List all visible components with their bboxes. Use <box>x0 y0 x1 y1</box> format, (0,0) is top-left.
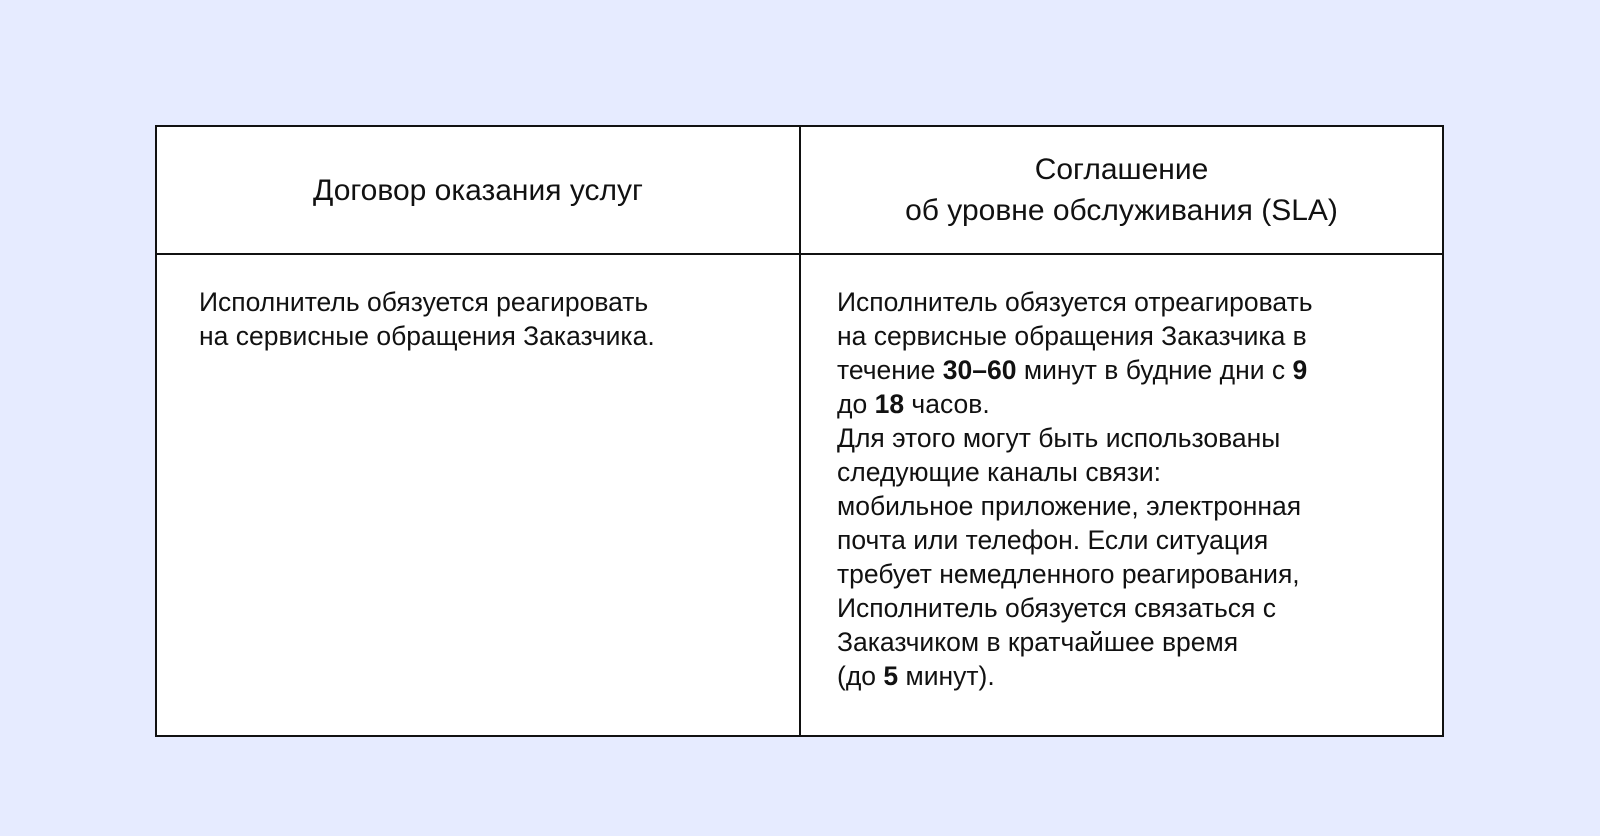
text-segment: минут в будние дни с <box>1016 355 1293 385</box>
emphasized-value: 30–60 <box>942 355 1017 385</box>
text-segment: течение <box>837 355 943 385</box>
text-segment: почта или телефон. Если ситуация <box>837 525 1269 555</box>
cell-text-line: требует немедленного реагирования, <box>837 557 1313 591</box>
cell-text-line: на сервисные обращения Заказчика. <box>199 321 655 351</box>
emphasized-value: 9 <box>1292 355 1308 385</box>
header-sla: Соглашение об уровне обслуживания (SLA) <box>801 127 1442 253</box>
text-segment: на сервисные обращения Заказчика в <box>837 321 1307 351</box>
text-segment: Для этого могут быть использованы <box>837 423 1281 453</box>
cell-text-line: Заказчиком в кратчайшее время <box>837 625 1313 659</box>
text-segment: Исполнитель обязуется отреагировать <box>837 287 1313 317</box>
text-segment: минут). <box>898 661 995 691</box>
cell-sla: Исполнитель обязуется отреагировать на се… <box>837 285 1313 693</box>
text-segment: до <box>845 661 884 691</box>
comparison-table: Договор оказания услуг Соглашение об уро… <box>155 125 1444 737</box>
cell-text-line: следующие каналы связи: <box>837 455 1313 489</box>
text-segment: Заказчиком в кратчайшее время <box>837 627 1239 657</box>
cell-text-line: течение 30–60 минут в будние дни с 9 <box>837 353 1313 387</box>
cell-text-line: почта или телефон. Если ситуация <box>837 523 1313 557</box>
cell-text-line: на сервисные обращения Заказчика в <box>837 319 1313 353</box>
header-text-line: об уровне обслуживания (SLA) <box>905 194 1338 227</box>
cell-text-line: Для этого могут быть использованы <box>837 421 1313 455</box>
cell-text-line: (до 5 минут). <box>837 659 1313 693</box>
cell-text-line: Исполнитель обязуется связаться с <box>837 591 1313 625</box>
cell-text-line: Исполнитель обязуется отреагировать <box>837 285 1313 319</box>
text-segment: Исполнитель обязуется связаться с <box>837 593 1277 623</box>
header-service-contract: Договор оказания услуг <box>157 127 799 253</box>
emphasized-value: 5 <box>883 661 899 691</box>
text-segment: следующие каналы связи: <box>837 457 1162 487</box>
cell-text-line: Исполнитель обязуется реагировать <box>199 287 649 317</box>
header-text-line: Соглашение <box>1034 153 1209 186</box>
cell-service-contract: Исполнитель обязуется реагировать на сер… <box>199 285 655 353</box>
column-divider <box>799 127 801 735</box>
header-text: Договор оказания услуг <box>313 173 643 207</box>
cell-text-line: до 18 часов. <box>837 387 1313 421</box>
header-divider <box>157 253 1442 255</box>
text-segment: ( <box>837 661 846 691</box>
text-segment: до <box>837 389 875 419</box>
text-segment: мобильное приложение, электронная <box>837 491 1302 521</box>
cell-text-line: мобильное приложение, электронная <box>837 489 1313 523</box>
text-segment: требует немедленного реагирования, <box>837 559 1300 589</box>
text-segment: часов. <box>904 389 990 419</box>
emphasized-value: 18 <box>874 389 905 419</box>
